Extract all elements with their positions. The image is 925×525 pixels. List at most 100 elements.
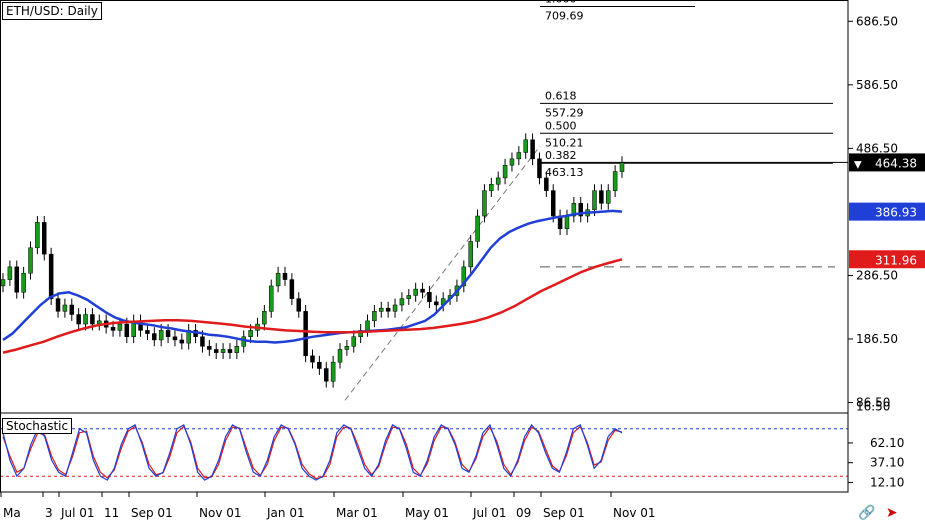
- candle-body: [516, 152, 522, 160]
- ma-fast-label-text: 386.93: [875, 206, 917, 220]
- candle-body: [427, 292, 432, 303]
- candle-body: [461, 266, 467, 287]
- x-tick-label: 09: [516, 506, 531, 520]
- x-tick-label: Jul 01: [60, 506, 95, 520]
- chart-frame: [0, 0, 849, 493]
- current-price-box: [849, 153, 925, 172]
- candle-body: [530, 139, 535, 160]
- fib-anchor-line: [344, 145, 541, 401]
- x-tick-label: Sep 01: [131, 506, 173, 520]
- candle-body: [392, 304, 398, 312]
- candle-body: [303, 311, 308, 357]
- candle-body: [248, 330, 253, 338]
- candle-body: [413, 288, 418, 296]
- candle-body: [48, 253, 54, 299]
- candle-body: [158, 330, 164, 341]
- x-tick-label: Jan 01: [266, 506, 305, 520]
- fib-ratio-label: 1.000: [545, 0, 577, 6]
- candle-body: [69, 304, 75, 315]
- candle-body: [110, 326, 116, 331]
- candle-body: [605, 190, 611, 204]
- candle-body: [489, 184, 494, 191]
- trendlines: [344, 145, 835, 401]
- candle-body: [310, 355, 315, 363]
- candle-body: [592, 190, 597, 210]
- candle-body: [337, 349, 343, 363]
- candle-body: [42, 222, 47, 255]
- candle-body: [35, 222, 40, 249]
- current-price-text: 464.38: [875, 156, 917, 170]
- candle-body: [55, 298, 61, 312]
- candle-body: [282, 272, 288, 280]
- candle-body: [172, 336, 178, 341]
- chart-title: ETH/USD: Daily: [2, 2, 102, 20]
- candle-body: [468, 241, 473, 268]
- candle-body: [213, 349, 219, 353]
- x-tick-label: Mar 01: [336, 506, 378, 520]
- chain-link-icon[interactable]: 🔗: [858, 505, 876, 521]
- candle-body: [14, 266, 20, 293]
- candle-body: [62, 304, 68, 312]
- price-arrow-icon: ▼: [854, 159, 862, 170]
- price-tick-label: 486.50: [856, 141, 898, 155]
- candle-body: [324, 368, 329, 382]
- fib-ratio-label: 0.500: [545, 119, 577, 132]
- candle-body: [351, 336, 357, 347]
- bottom-right-icons: 🔗 ➤: [858, 505, 904, 521]
- x-tick-label: 11: [104, 506, 119, 520]
- x-tick-label: Sep 01: [543, 506, 585, 520]
- candles: [0, 133, 625, 388]
- candle-body: [365, 320, 370, 331]
- candle-body: [482, 190, 487, 217]
- candle-body: [227, 349, 233, 353]
- fib-ratio-label: 0.618: [545, 89, 577, 102]
- x-tick-label: 3: [45, 506, 53, 520]
- candle-body: [509, 158, 515, 166]
- x-tick-label: Nov 01: [199, 506, 242, 520]
- candle-body: [83, 314, 88, 325]
- candle-body: [207, 346, 212, 350]
- candle-body: [434, 301, 439, 306]
- candle-body: [21, 272, 26, 293]
- price-tick-label: 586.50: [856, 78, 898, 92]
- x-tick-label: May 01: [405, 506, 449, 520]
- fib-ratio-label: 0.382: [545, 149, 577, 162]
- candle-body: [124, 323, 130, 338]
- x-axis: Ma 3 Jul 01 11 Sep 01 Nov 01 Jan 01 Mar 01 May 0…: [0, 492, 656, 520]
- candle-body: [578, 203, 583, 217]
- fibonacci-levels: 1.000 709.69 0.618 557.290.500 510.210.382 46…: [540, 0, 833, 179]
- stoch-tick-label: 12.10: [870, 475, 904, 489]
- candle-body: [495, 177, 501, 185]
- candle-body: [537, 158, 542, 179]
- candle-body: [317, 361, 322, 369]
- fib-price-label: 557.29: [545, 106, 584, 119]
- candle-body: [344, 346, 350, 350]
- stoch-k-line: [2, 423, 623, 481]
- ma-slow-label-box: [849, 250, 925, 269]
- candle-body: [523, 139, 528, 153]
- candle-body: [599, 190, 604, 204]
- ma-fast-label-box: [849, 202, 925, 221]
- candle-body: [406, 295, 412, 299]
- stoch-tick-label: 37.10: [870, 456, 904, 470]
- candle-body: [275, 272, 281, 287]
- candle-body: [76, 314, 81, 325]
- candle-body: [28, 247, 33, 274]
- price-tick-label: 186.50: [856, 332, 898, 346]
- stoch-d-line: [2, 425, 623, 480]
- price-tick-label: 286.50: [856, 268, 898, 282]
- candle-body: [372, 311, 377, 322]
- stochastic-title: Stochastic: [2, 418, 73, 434]
- candle-body: [289, 279, 295, 299]
- candle-body: [550, 190, 556, 217]
- price-tick-label: 86.50: [856, 396, 890, 410]
- candle-body: [612, 171, 618, 191]
- red-arrow-icon[interactable]: ➤: [885, 505, 898, 521]
- candle-body: [145, 330, 150, 334]
- candle-body: [385, 307, 391, 312]
- x-tick-label: Nov 01: [613, 506, 656, 520]
- fib-price-label: 463.13: [545, 166, 584, 179]
- candle-body: [268, 285, 274, 312]
